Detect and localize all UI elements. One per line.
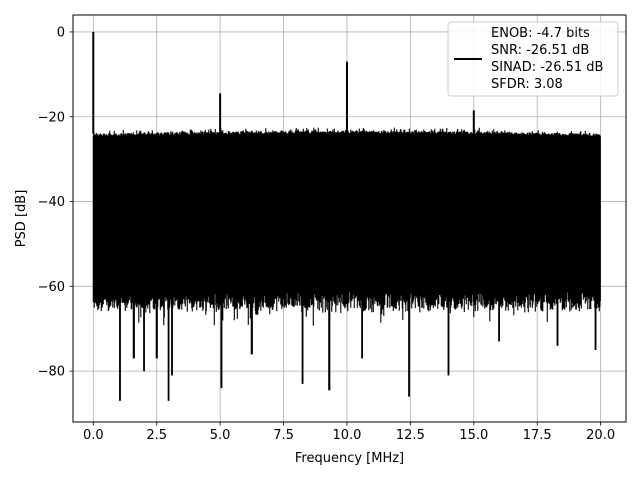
legend-box xyxy=(447,21,619,97)
x-tick-label: 5.0 xyxy=(210,428,231,443)
x-tick-label: 2.5 xyxy=(146,428,167,443)
x-axis-label: Frequency [MHz] xyxy=(295,451,404,466)
legend-line-enob: ENOB: -4.7 bits xyxy=(491,26,590,41)
x-tick-label: 12.5 xyxy=(396,428,425,443)
psd-series-line xyxy=(92,32,601,401)
x-tick-label: 15.0 xyxy=(459,428,488,443)
y-tick-label: 0 xyxy=(57,25,65,40)
y-axis-label: PSD [dB] xyxy=(14,190,29,248)
y-tick-label: −60 xyxy=(38,280,65,295)
legend-line-sfdr: SFDR: 3.08 xyxy=(491,77,563,92)
legend: ENOB: -4.7 bits SNR: -26.51 dB SINAD: -2… xyxy=(447,21,619,97)
x-tick-label: 20.0 xyxy=(586,428,615,443)
y-tick-label: −80 xyxy=(38,365,65,380)
y-tick-label: −20 xyxy=(38,110,65,125)
data-layer xyxy=(92,31,601,401)
plot-frame xyxy=(72,14,627,423)
legend-line-sinad: SINAD: -26.51 dB xyxy=(491,60,603,75)
x-tick-label: 0.0 xyxy=(83,428,104,443)
tick-layer: 0.0 2.5 5.0 7.5 10.0 12.5 15.0 17.5 20.0 0 −20 −40 −… xyxy=(38,25,616,443)
x-tick-label: 10.0 xyxy=(332,428,361,443)
legend-line-snr: SNR: -26.51 dB xyxy=(491,43,589,58)
x-tick-label: 7.5 xyxy=(273,428,294,443)
x-tick-label: 17.5 xyxy=(523,428,552,443)
y-tick-label: −40 xyxy=(38,195,65,210)
